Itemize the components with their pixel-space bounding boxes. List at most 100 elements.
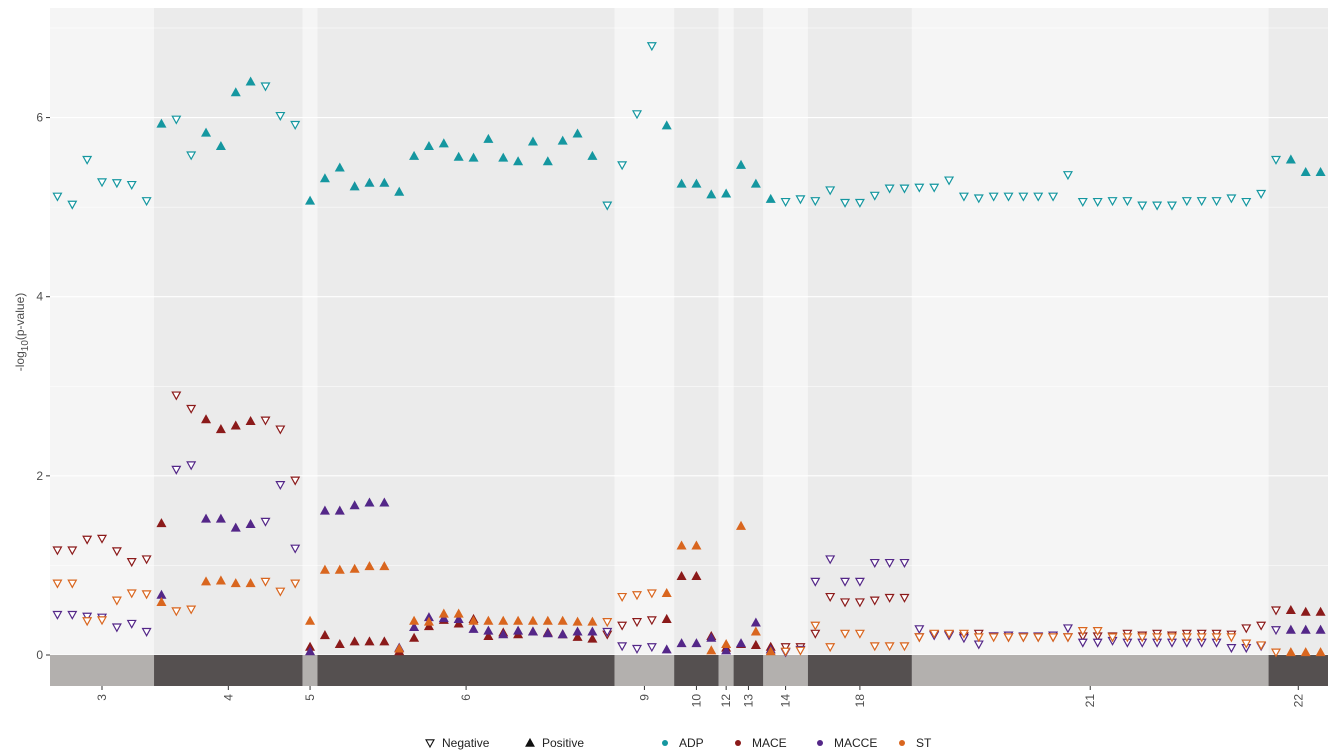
y-axis: 0 2 4 6: [36, 111, 50, 662]
chromosome-band-18: [807, 8, 912, 655]
point-adp-positive: [349, 181, 360, 191]
chromosome-segment-13: [733, 655, 764, 686]
chromosome-bar: [50, 655, 1328, 686]
point-st-negative: [1107, 633, 1118, 643]
point-st-negative: [1033, 633, 1044, 643]
point-st-negative: [1018, 633, 1029, 643]
point-st-negative: [1077, 627, 1088, 637]
point-st-negative: [1048, 633, 1059, 643]
point-st-positive: [1285, 647, 1296, 657]
point-mace-negative: [780, 643, 791, 653]
chromosome-band-13: [733, 8, 764, 655]
point-macce-positive: [735, 638, 747, 648]
point-adp-positive: [1300, 166, 1311, 177]
x-tick-label: 9: [637, 694, 651, 701]
point-macce-positive: [527, 626, 538, 636]
chromosome-background-bands: [50, 8, 1328, 655]
point-st-negative: [973, 633, 984, 643]
point-st-negative: [899, 642, 910, 652]
point-mace-positive: [661, 613, 672, 623]
point-st-positive: [513, 615, 524, 625]
point-adp-negative: [186, 151, 197, 161]
point-adp-negative: [1122, 197, 1133, 207]
point-adp-positive: [245, 76, 256, 86]
point-st-negative: [290, 579, 301, 589]
point-macce-negative: [275, 481, 286, 491]
point-adp-negative: [914, 183, 925, 193]
chromosome-segment-4: [154, 655, 303, 686]
point-adp-positive: [1315, 166, 1326, 177]
point-adp-positive: [423, 140, 434, 151]
point-st-negative: [958, 629, 969, 639]
point-mace-negative: [617, 621, 628, 631]
point-st-negative: [1166, 633, 1177, 643]
point-st-negative: [914, 633, 925, 643]
point-adp-positive: [201, 127, 212, 137]
chromosome-band-22: [1268, 8, 1328, 655]
chromosome-band-14: [763, 8, 808, 655]
point-st-positive: [230, 578, 241, 588]
point-macce-negative: [631, 644, 643, 654]
point-st-positive: [542, 615, 553, 625]
point-adp-negative: [1048, 192, 1059, 202]
point-adp-negative: [929, 183, 940, 193]
point-adp-negative: [944, 176, 955, 186]
point-st-negative: [869, 642, 880, 652]
data-points: [52, 42, 1326, 658]
point-adp-positive: [379, 177, 390, 187]
point-st-negative: [617, 592, 628, 603]
point-adp-positive: [409, 150, 420, 160]
point-adp-negative: [825, 186, 836, 196]
point-mace-positive: [676, 570, 687, 580]
point-macce-negative: [899, 558, 910, 568]
point-st-positive: [498, 615, 509, 625]
point-adp-negative: [1166, 201, 1177, 211]
point-mace-negative: [141, 555, 152, 565]
point-macce-positive: [349, 500, 360, 510]
point-adp-positive: [215, 140, 226, 151]
point-adp-negative: [1033, 192, 1044, 202]
point-st-negative: [840, 629, 851, 639]
chromosome-segment-10: [674, 655, 719, 686]
point-macce-positive: [379, 497, 390, 507]
point-st-positive: [319, 564, 330, 574]
point-adp-negative: [899, 184, 910, 194]
point-macce-negative: [186, 461, 197, 471]
point-adp-positive: [661, 120, 672, 130]
point-st-negative: [1137, 633, 1148, 643]
chromosome-segment-18: [807, 655, 912, 686]
point-adp-negative: [1018, 192, 1029, 202]
point-macce-positive: [319, 505, 330, 515]
point-macce-negative: [646, 643, 657, 653]
point-st-negative: [1122, 633, 1133, 643]
point-adp-positive: [587, 150, 598, 160]
point-mace-negative: [646, 616, 657, 626]
point-adp-positive: [706, 189, 717, 199]
chromosome-band-12: [718, 8, 734, 655]
point-mace-negative: [631, 618, 643, 628]
point-mace-positive: [364, 636, 375, 646]
chromosome-segment-12: [718, 655, 734, 686]
point-st-positive: [156, 596, 167, 606]
legend-st-key: [899, 740, 905, 746]
point-mace-positive: [230, 420, 241, 430]
point-mace-negative: [111, 547, 122, 557]
y-axis-label: -log10(p-value): [13, 293, 31, 372]
point-macce-negative: [884, 558, 895, 568]
point-mace-negative: [96, 534, 108, 544]
point-mace-positive: [691, 570, 702, 580]
point-macce-positive: [542, 628, 553, 638]
point-st-positive: [1300, 647, 1311, 657]
point-mace-positive: [1285, 604, 1296, 615]
point-st-negative: [1211, 633, 1222, 643]
point-macce-negative: [260, 517, 271, 527]
point-st-positive: [453, 608, 464, 618]
point-st-positive: [334, 564, 345, 574]
point-macce-positive: [409, 621, 420, 632]
point-adp-positive: [364, 177, 375, 187]
point-st-positive: [305, 615, 316, 625]
point-st-positive: [527, 615, 538, 625]
point-st-positive: [587, 616, 598, 626]
legend-mace-key: [735, 740, 741, 746]
